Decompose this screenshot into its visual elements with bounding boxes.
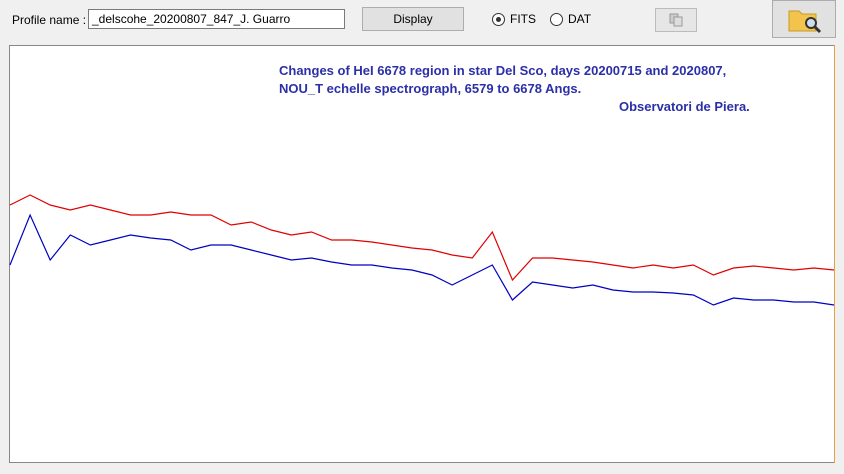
radio-dot[interactable] xyxy=(550,12,563,26)
plot-frame xyxy=(9,45,835,463)
radio-fits[interactable]: FITS xyxy=(492,12,536,26)
profile-input[interactable]: _delscohe_20200807_847_J. Guarro xyxy=(88,9,345,29)
annotation: Observatori de Piera. xyxy=(619,99,750,114)
folder-icon xyxy=(788,10,822,34)
radio-label: DAT xyxy=(568,12,592,26)
spectrum-line xyxy=(9,213,835,306)
profile-label: Profile name : xyxy=(12,13,87,27)
annotation: NOU_T echelle spectrograph, 6579 to 6678… xyxy=(279,81,581,96)
display-button[interactable]: Display xyxy=(362,7,464,31)
plot: Changes of HeI 6678 region in star Del S… xyxy=(9,45,835,463)
copy-button[interactable] xyxy=(655,8,697,32)
open-button[interactable] xyxy=(772,0,836,38)
annotation: Changes of HeI 6678 region in star Del S… xyxy=(279,63,726,78)
radio-dat[interactable]: DAT xyxy=(550,12,591,26)
copy-icon xyxy=(669,13,683,27)
radio-label: FITS xyxy=(510,12,536,26)
spectrum-line xyxy=(9,194,835,282)
radio-dot[interactable] xyxy=(492,12,505,26)
